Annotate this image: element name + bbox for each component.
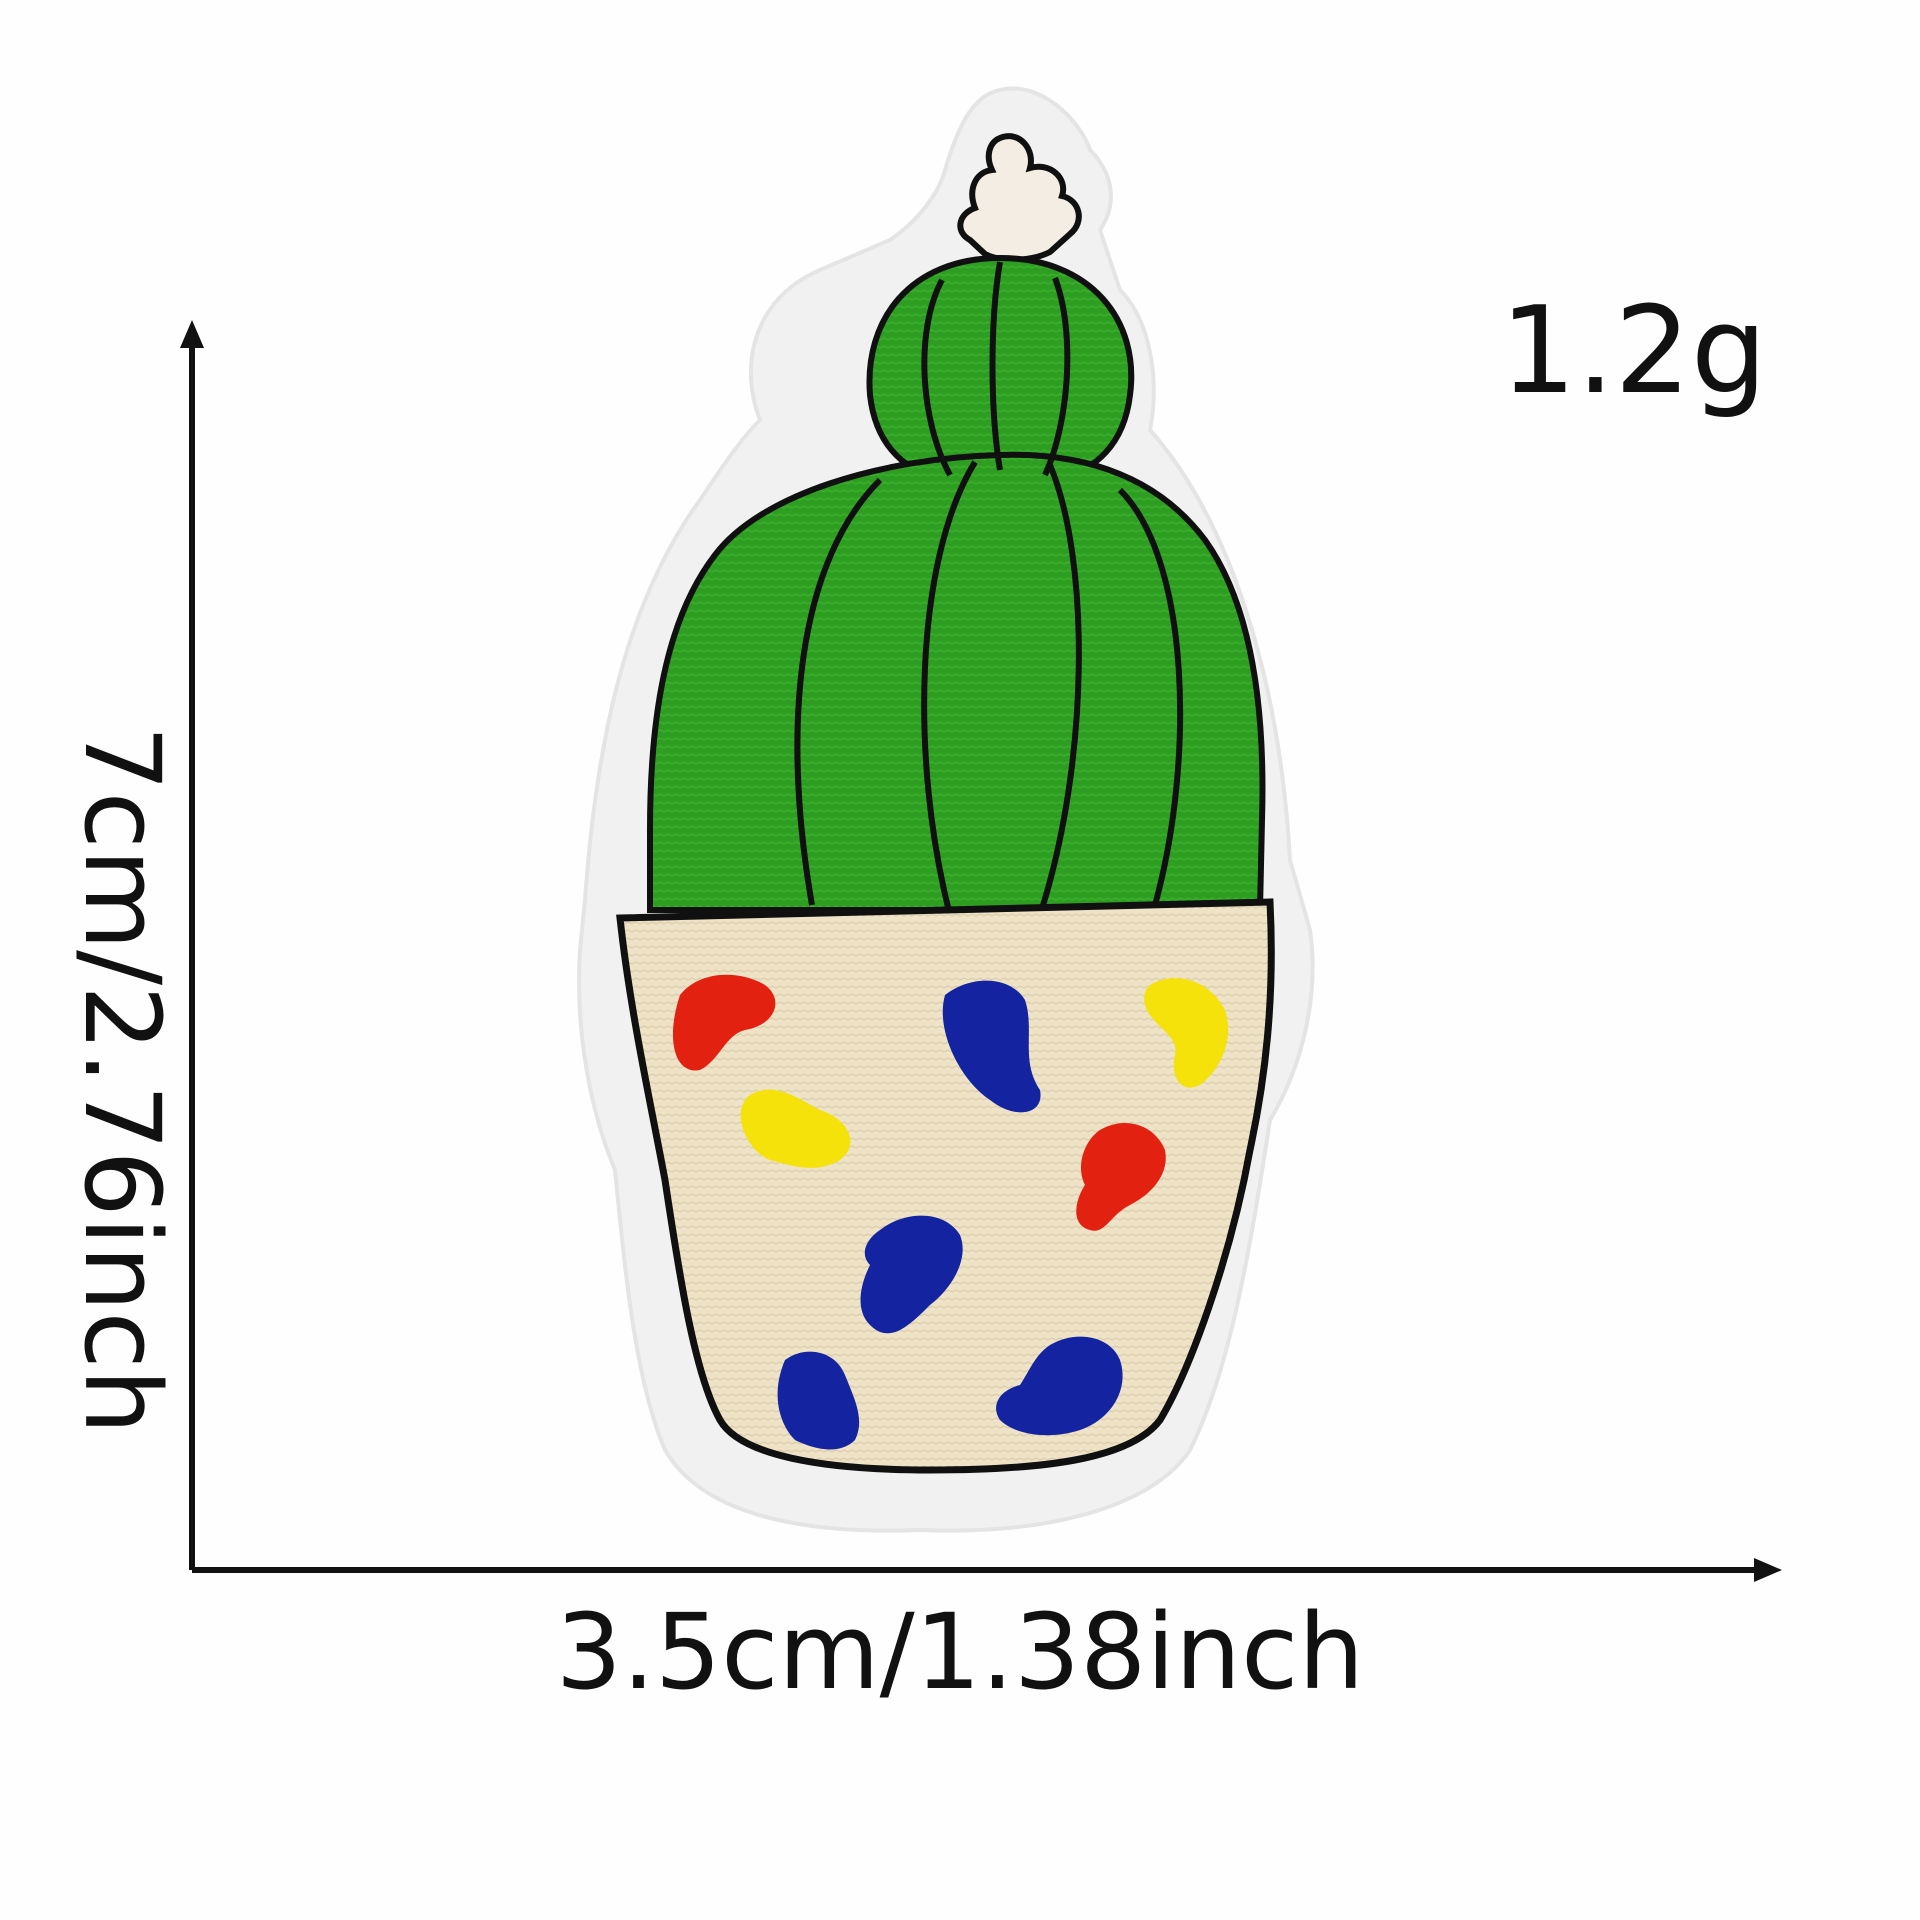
rib-line — [989, 261, 1003, 471]
rib-line — [921, 460, 978, 916]
rib-line — [921, 278, 953, 477]
pot-spot-blue — [777, 1351, 860, 1450]
pot-spot-red — [1076, 1122, 1166, 1231]
weight-label: 1.2g — [1500, 282, 1768, 421]
pot-spot-yellow — [1144, 978, 1229, 1088]
pot-spot-blue — [942, 980, 1041, 1113]
pot-spot-blue — [996, 1336, 1123, 1436]
pot-spot-blue — [860, 1215, 963, 1334]
rib-line — [794, 477, 883, 906]
pot-spot-red — [672, 974, 776, 1071]
width-dimension-label: 3.5cm/1.38inch — [555, 1591, 1365, 1713]
width-arrow-head — [1754, 1558, 1782, 1582]
rib-line — [1117, 487, 1184, 906]
cactus-main-body — [647, 451, 1266, 913]
cactus-top-bulb — [866, 254, 1135, 481]
height-dimension-label: 7cm/2.76inch — [61, 725, 183, 1435]
flower-pot — [616, 898, 1275, 1474]
rib-line — [1037, 463, 1082, 916]
rib-line — [1042, 276, 1071, 477]
pot-spot-yellow — [740, 1089, 851, 1168]
height-arrow-head — [180, 320, 204, 348]
